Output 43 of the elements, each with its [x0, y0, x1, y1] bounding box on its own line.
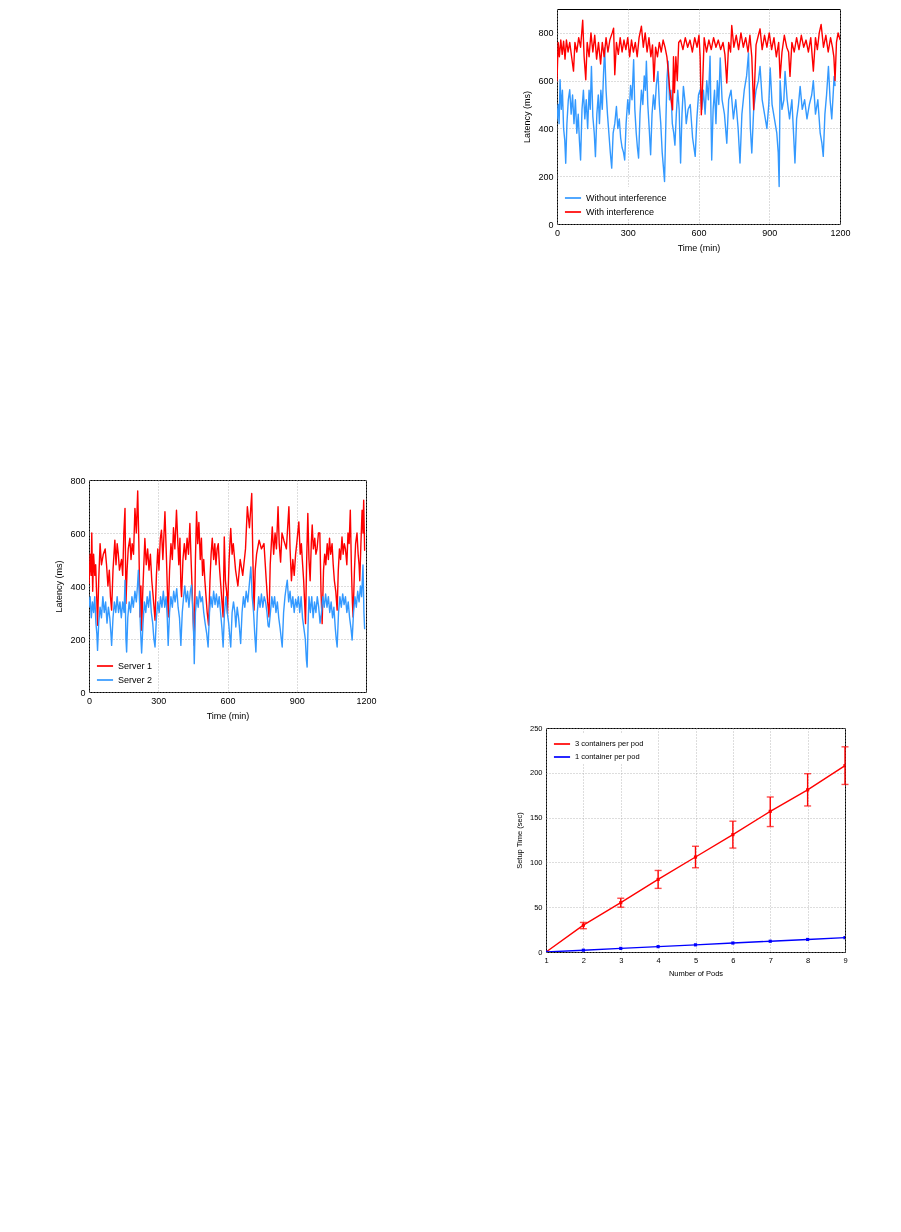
y-axis-title: Latency (ms) [522, 90, 533, 144]
legend-label: Server 1 [118, 661, 153, 671]
y-tick-label: 0 [80, 687, 86, 698]
y-tick-label: 600 [70, 528, 86, 539]
x-tick-label: 1200 [830, 227, 851, 238]
x-axis-title: Time (min) [677, 242, 721, 253]
y-tick-label: 600 [538, 76, 554, 87]
line-series [557, 19, 840, 116]
legend-label: With interference [586, 207, 655, 217]
x-tick-label: 0 [86, 695, 93, 706]
point [619, 946, 623, 950]
x-tick-label: 300 [620, 227, 636, 238]
y-tick-label: 200 [538, 171, 554, 182]
point [656, 945, 660, 949]
point [731, 941, 735, 945]
y-axis-title: Latency (ms) [54, 560, 65, 613]
point [768, 939, 772, 943]
x-tick-label: 1200 [356, 695, 377, 706]
point [806, 937, 810, 942]
point [693, 943, 698, 947]
legend-label: Server 2 [118, 675, 153, 685]
point [619, 901, 623, 905]
point [731, 833, 735, 837]
x-tick-label: 300 [151, 695, 167, 706]
y-tick-label: 800 [538, 28, 554, 39]
line-series [89, 564, 366, 668]
x-tick-label: 900 [762, 227, 778, 238]
y-tick-label: 200 [70, 634, 86, 645]
point [581, 948, 585, 952]
legend-label: Without interference [586, 193, 667, 203]
x-axis-title: Time (min) [206, 710, 250, 721]
y-tick-label: 400 [70, 581, 86, 592]
x-tick-label: 600 [691, 227, 707, 238]
x-tick-label: 0 [554, 227, 561, 238]
point [806, 788, 810, 792]
y-tick-label: 400 [538, 123, 554, 134]
point [693, 855, 698, 859]
x-tick-label: 600 [220, 695, 236, 706]
x-tick-label: 900 [289, 695, 305, 706]
y-tick-label: 0 [548, 219, 554, 230]
point [656, 877, 660, 881]
y-tick-label: 800 [70, 475, 86, 486]
point [768, 809, 772, 813]
